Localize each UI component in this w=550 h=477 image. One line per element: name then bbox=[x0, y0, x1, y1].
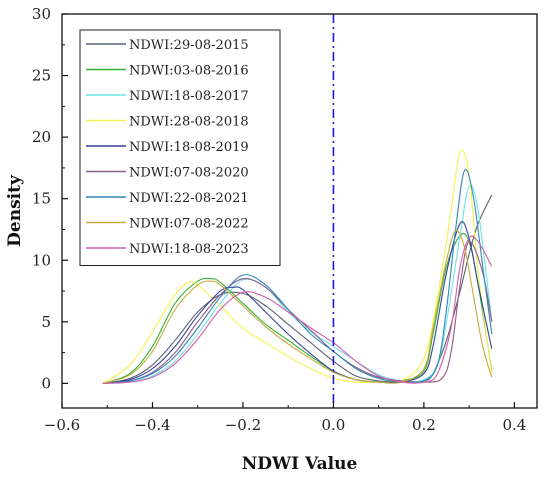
series-line-3 bbox=[102, 184, 493, 384]
y-axis: 0 5 10 15 20 25 30 bbox=[32, 5, 68, 392]
y-tick-label: 30 bbox=[32, 5, 51, 23]
series-line-8 bbox=[102, 229, 493, 384]
y-tick-label: 10 bbox=[32, 251, 51, 269]
x-tick-label: 0.0 bbox=[321, 416, 345, 434]
legend-label: NDWI:22-08-2021 bbox=[129, 191, 249, 206]
x-axis: −0.6 −0.4 −0.2 0.0 0.2 0.4 bbox=[44, 402, 526, 434]
y-tick-label: 15 bbox=[32, 190, 51, 208]
legend-label: NDWI:28-08-2018 bbox=[129, 115, 249, 130]
plot-frame bbox=[61, 13, 538, 409]
series-line-7 bbox=[102, 168, 493, 384]
legend-label: NDWI:03-08-2016 bbox=[129, 64, 249, 79]
legend-label: NDWI:07-08-2022 bbox=[129, 217, 249, 232]
series-line-4 bbox=[102, 149, 493, 384]
legend: NDWI:29-08-2015 NDWI:03-08-2016 NDWI:18-08… bbox=[79, 29, 281, 266]
y-axis-title: Density bbox=[5, 174, 25, 247]
x-tick-label: 0.4 bbox=[502, 416, 526, 434]
x-axis-title: NDWI Value bbox=[242, 454, 358, 474]
y-tick-label: 0 bbox=[41, 374, 51, 392]
x-tick-label: −0.4 bbox=[134, 416, 170, 434]
x-tick-label: −0.2 bbox=[225, 416, 261, 434]
legend-label: NDWI:07-08-2020 bbox=[129, 166, 249, 181]
legend-label: NDWI:29-08-2015 bbox=[129, 38, 249, 53]
y-tick-label: 20 bbox=[32, 128, 51, 146]
y-tick-label: 5 bbox=[41, 313, 51, 331]
legend-label: NDWI:18-08-2023 bbox=[129, 242, 249, 257]
x-tick-label: 0.2 bbox=[412, 416, 436, 434]
legend-label: NDWI:18-08-2017 bbox=[129, 89, 249, 104]
y-tick-label: 25 bbox=[32, 67, 51, 85]
x-tick-label: −0.6 bbox=[44, 416, 80, 434]
legend-label: NDWI:18-08-2019 bbox=[129, 140, 249, 155]
